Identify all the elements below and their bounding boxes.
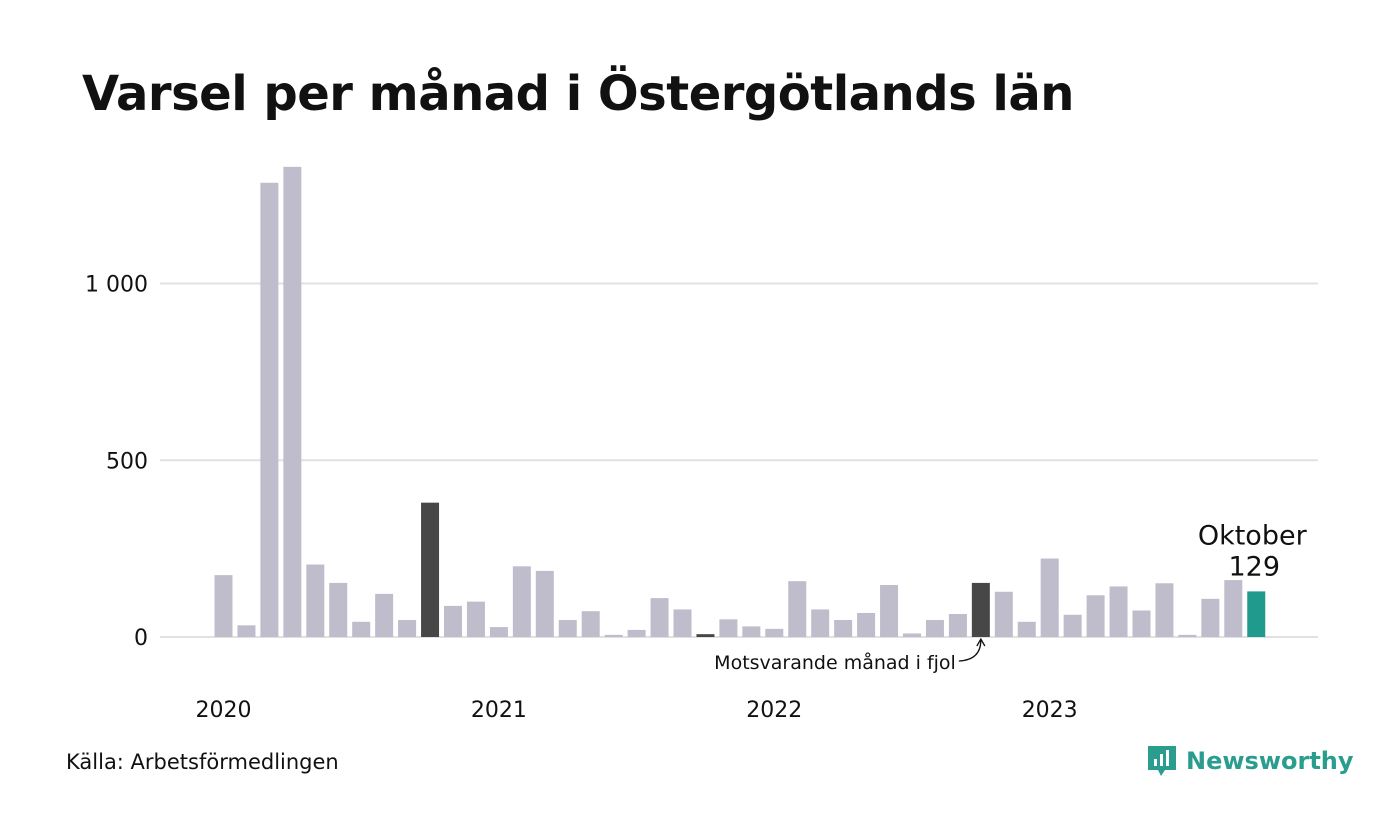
bar — [306, 564, 325, 637]
bar — [673, 609, 692, 637]
bar — [880, 585, 899, 637]
annotation-arrowhead — [976, 637, 986, 647]
x-tick-label: 2023 — [1022, 698, 1078, 723]
bar — [650, 598, 669, 637]
y-axis-labels: 0 500 1 000 — [85, 273, 148, 652]
annotation-label: Motsvarande månad i fjol — [714, 651, 956, 674]
highlight-month-label: Oktober — [1198, 520, 1308, 551]
bar — [1017, 621, 1036, 637]
bar — [1224, 580, 1243, 637]
bar — [329, 582, 348, 637]
bar — [1040, 558, 1059, 637]
bar — [1109, 586, 1128, 637]
bar — [1132, 610, 1151, 637]
y-tick-label: 0 — [134, 626, 148, 651]
x-tick-label: 2020 — [196, 698, 252, 723]
bar — [1063, 614, 1082, 637]
bar — [1201, 598, 1220, 637]
bar-current-month — [1247, 591, 1266, 637]
highlight-value-label: 129 — [1228, 551, 1280, 582]
bar — [925, 620, 944, 637]
chart-title: Varsel per månad i Östergötlands län — [82, 66, 1074, 122]
bar — [811, 609, 830, 637]
y-tick-label: 500 — [106, 449, 148, 474]
bar — [1086, 595, 1105, 637]
bar — [627, 629, 646, 637]
bar — [352, 621, 371, 637]
bar — [742, 626, 761, 637]
bar — [719, 619, 738, 637]
bar — [834, 620, 853, 637]
annotation-arrow — [958, 639, 982, 662]
newsworthy-logo-icon — [1148, 746, 1176, 776]
annotations: Motsvarande månad i fjol Oktober 129 — [714, 520, 1307, 674]
bar-comparison-month — [696, 634, 715, 637]
brand-name: Newsworthy — [1186, 747, 1354, 775]
y-tick-label: 1 000 — [85, 273, 148, 298]
bar — [375, 593, 394, 637]
bar — [581, 611, 600, 637]
bar — [444, 605, 462, 637]
bar — [237, 625, 256, 637]
bar — [1155, 583, 1174, 637]
bar — [903, 633, 921, 637]
bar — [535, 570, 554, 637]
bar-comparison-month — [421, 502, 440, 637]
bar — [489, 627, 508, 637]
bars — [214, 166, 1266, 637]
bar — [466, 601, 485, 637]
bar — [604, 634, 623, 637]
bar — [788, 581, 807, 637]
bar — [765, 628, 784, 637]
bar — [512, 566, 531, 637]
bar — [1178, 634, 1197, 637]
brand-logo: Newsworthy — [1146, 744, 1354, 778]
x-tick-label: 2022 — [746, 698, 802, 723]
bar — [214, 575, 233, 637]
bar-comparison-month — [971, 582, 990, 637]
bar — [558, 620, 577, 637]
bar — [398, 620, 417, 637]
bar — [283, 166, 302, 637]
x-tick-label: 2021 — [471, 698, 527, 723]
bar — [994, 591, 1013, 637]
source-note: Källa: Arbetsförmedlingen — [66, 750, 339, 774]
bar — [857, 612, 876, 637]
bar — [260, 182, 279, 637]
bar — [948, 614, 967, 637]
x-axis-labels: 2020 2021 2022 2023 — [196, 698, 1078, 723]
